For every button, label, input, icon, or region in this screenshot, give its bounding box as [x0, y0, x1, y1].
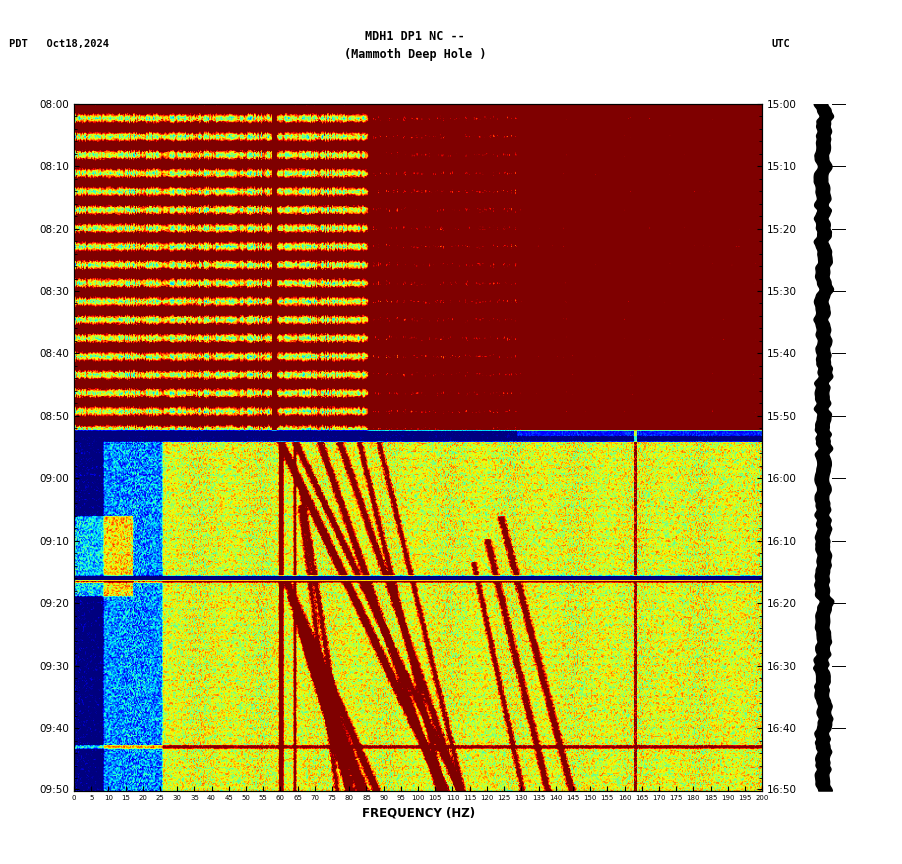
Text: UTC: UTC — [771, 39, 790, 49]
Text: PDT   Oct18,2024: PDT Oct18,2024 — [9, 39, 109, 49]
Text: (Mammoth Deep Hole ): (Mammoth Deep Hole ) — [344, 48, 486, 60]
Text: MDH1 DP1 NC --: MDH1 DP1 NC -- — [365, 30, 465, 43]
X-axis label: FREQUENCY (HZ): FREQUENCY (HZ) — [362, 807, 474, 820]
